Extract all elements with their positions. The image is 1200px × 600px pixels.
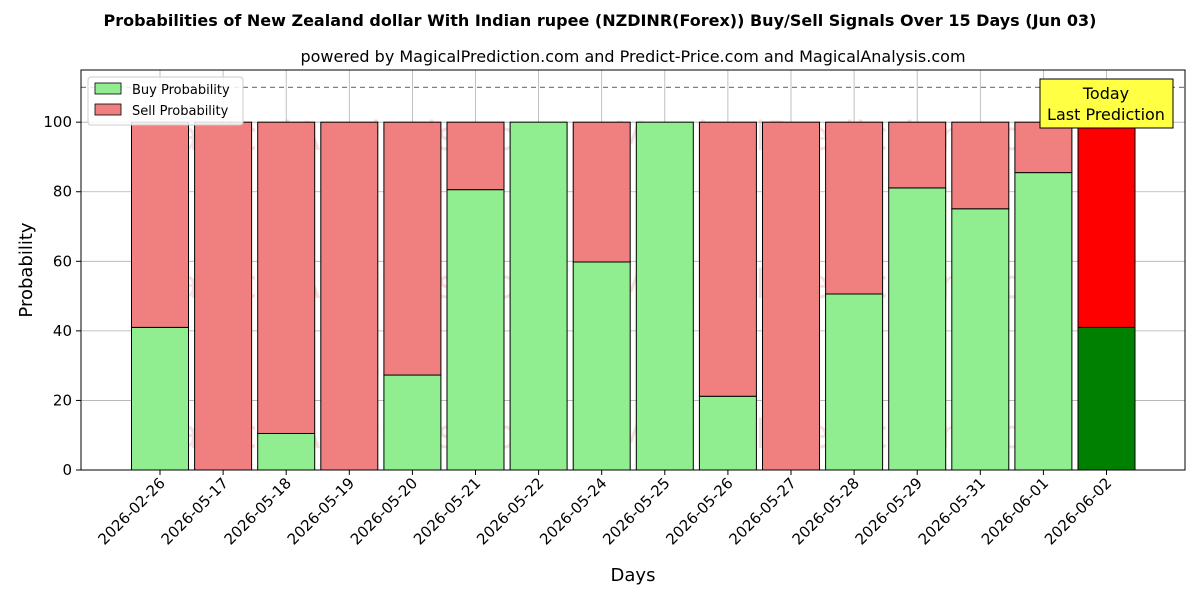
y-tick-label: 100 [43,113,72,131]
x-tick-label: 2026-05-17 [158,474,232,548]
bar-sell [762,121,820,471]
x-tick-label: 2026-05-18 [221,474,295,548]
bar-buy [383,374,442,471]
bar-buy [257,432,316,471]
x-tick-label: 2026-06-02 [1041,474,1115,548]
bar-sell [257,121,316,434]
bar-buy [951,208,1010,471]
y-tick-label: 20 [53,391,72,409]
bar-sell [194,121,253,471]
bar-sell [1077,121,1136,328]
legend: Buy Probability Sell Probability [87,76,244,126]
bar-buy [635,121,694,471]
bar-sell [383,121,442,376]
x-tick-label: 2026-05-29 [852,474,926,548]
x-tick-label: 2026-05-20 [347,474,421,548]
bar-sell [951,121,1010,210]
x-tick-label: 2026-05-26 [662,474,736,548]
y-tick-label: 80 [53,183,72,201]
bar-buy [888,187,947,471]
bar-sell [1014,121,1073,174]
annotation-box [1039,78,1174,129]
bar-buy [1077,326,1136,471]
bar-buy [131,326,189,471]
annotation-line1: Today [1082,84,1129,103]
bar-sell [320,121,379,471]
bar-buy [825,293,884,471]
legend-swatch-sell [94,103,122,116]
x-axis-ticks: 2026-02-262026-05-172026-05-182026-05-19… [94,470,1115,548]
x-tick-label: 2026-05-19 [284,474,358,548]
bar-sell [825,121,884,295]
chart-title: Probabilities of New Zealand dollar With… [104,11,1097,30]
bar-sell [131,121,189,328]
x-tick-label: 2026-05-27 [725,474,799,548]
annotation-line2: Last Prediction [1047,105,1165,124]
bar-sell [446,121,505,191]
y-tick-label: 0 [62,461,72,479]
legend-box [87,76,244,126]
bar-buy [1014,172,1073,471]
legend-label-buy: Buy Probability [132,83,230,98]
legend-swatch-buy [94,82,122,95]
x-tick-label: 2026-05-28 [789,474,863,548]
bar-sell [698,121,757,397]
legend-label-sell: Sell Probability [132,104,229,119]
x-tick-label: 2026-02-26 [94,474,168,548]
y-tick-label: 40 [53,322,72,340]
bar-buy [698,395,757,471]
x-tick-label: 2026-05-22 [473,474,547,548]
bar-buy [446,189,505,471]
y-tick-label: 60 [53,252,72,270]
y-axis-label: Probability [16,222,37,317]
plot-frame [80,69,1186,471]
today-annotation: Today Last Prediction [1039,78,1174,129]
bar-buy [572,261,631,471]
bars [131,121,1136,471]
y-axis-ticks: 0 20 40 60 80 100 [43,113,81,479]
x-tick-label: 2026-05-21 [410,474,484,548]
x-tick-label: 2026-05-24 [536,474,610,548]
bar-sell [888,121,947,189]
chart-subtitle: powered by MagicalPrediction.com and Pre… [300,47,965,66]
x-axis-label: Days [611,565,656,586]
bar-sell [572,121,631,263]
x-tick-label: 2026-06-01 [978,474,1052,548]
bar-buy [509,121,568,471]
x-tick-label: 2026-05-25 [599,474,673,548]
x-tick-label: 2026-05-31 [915,474,989,548]
